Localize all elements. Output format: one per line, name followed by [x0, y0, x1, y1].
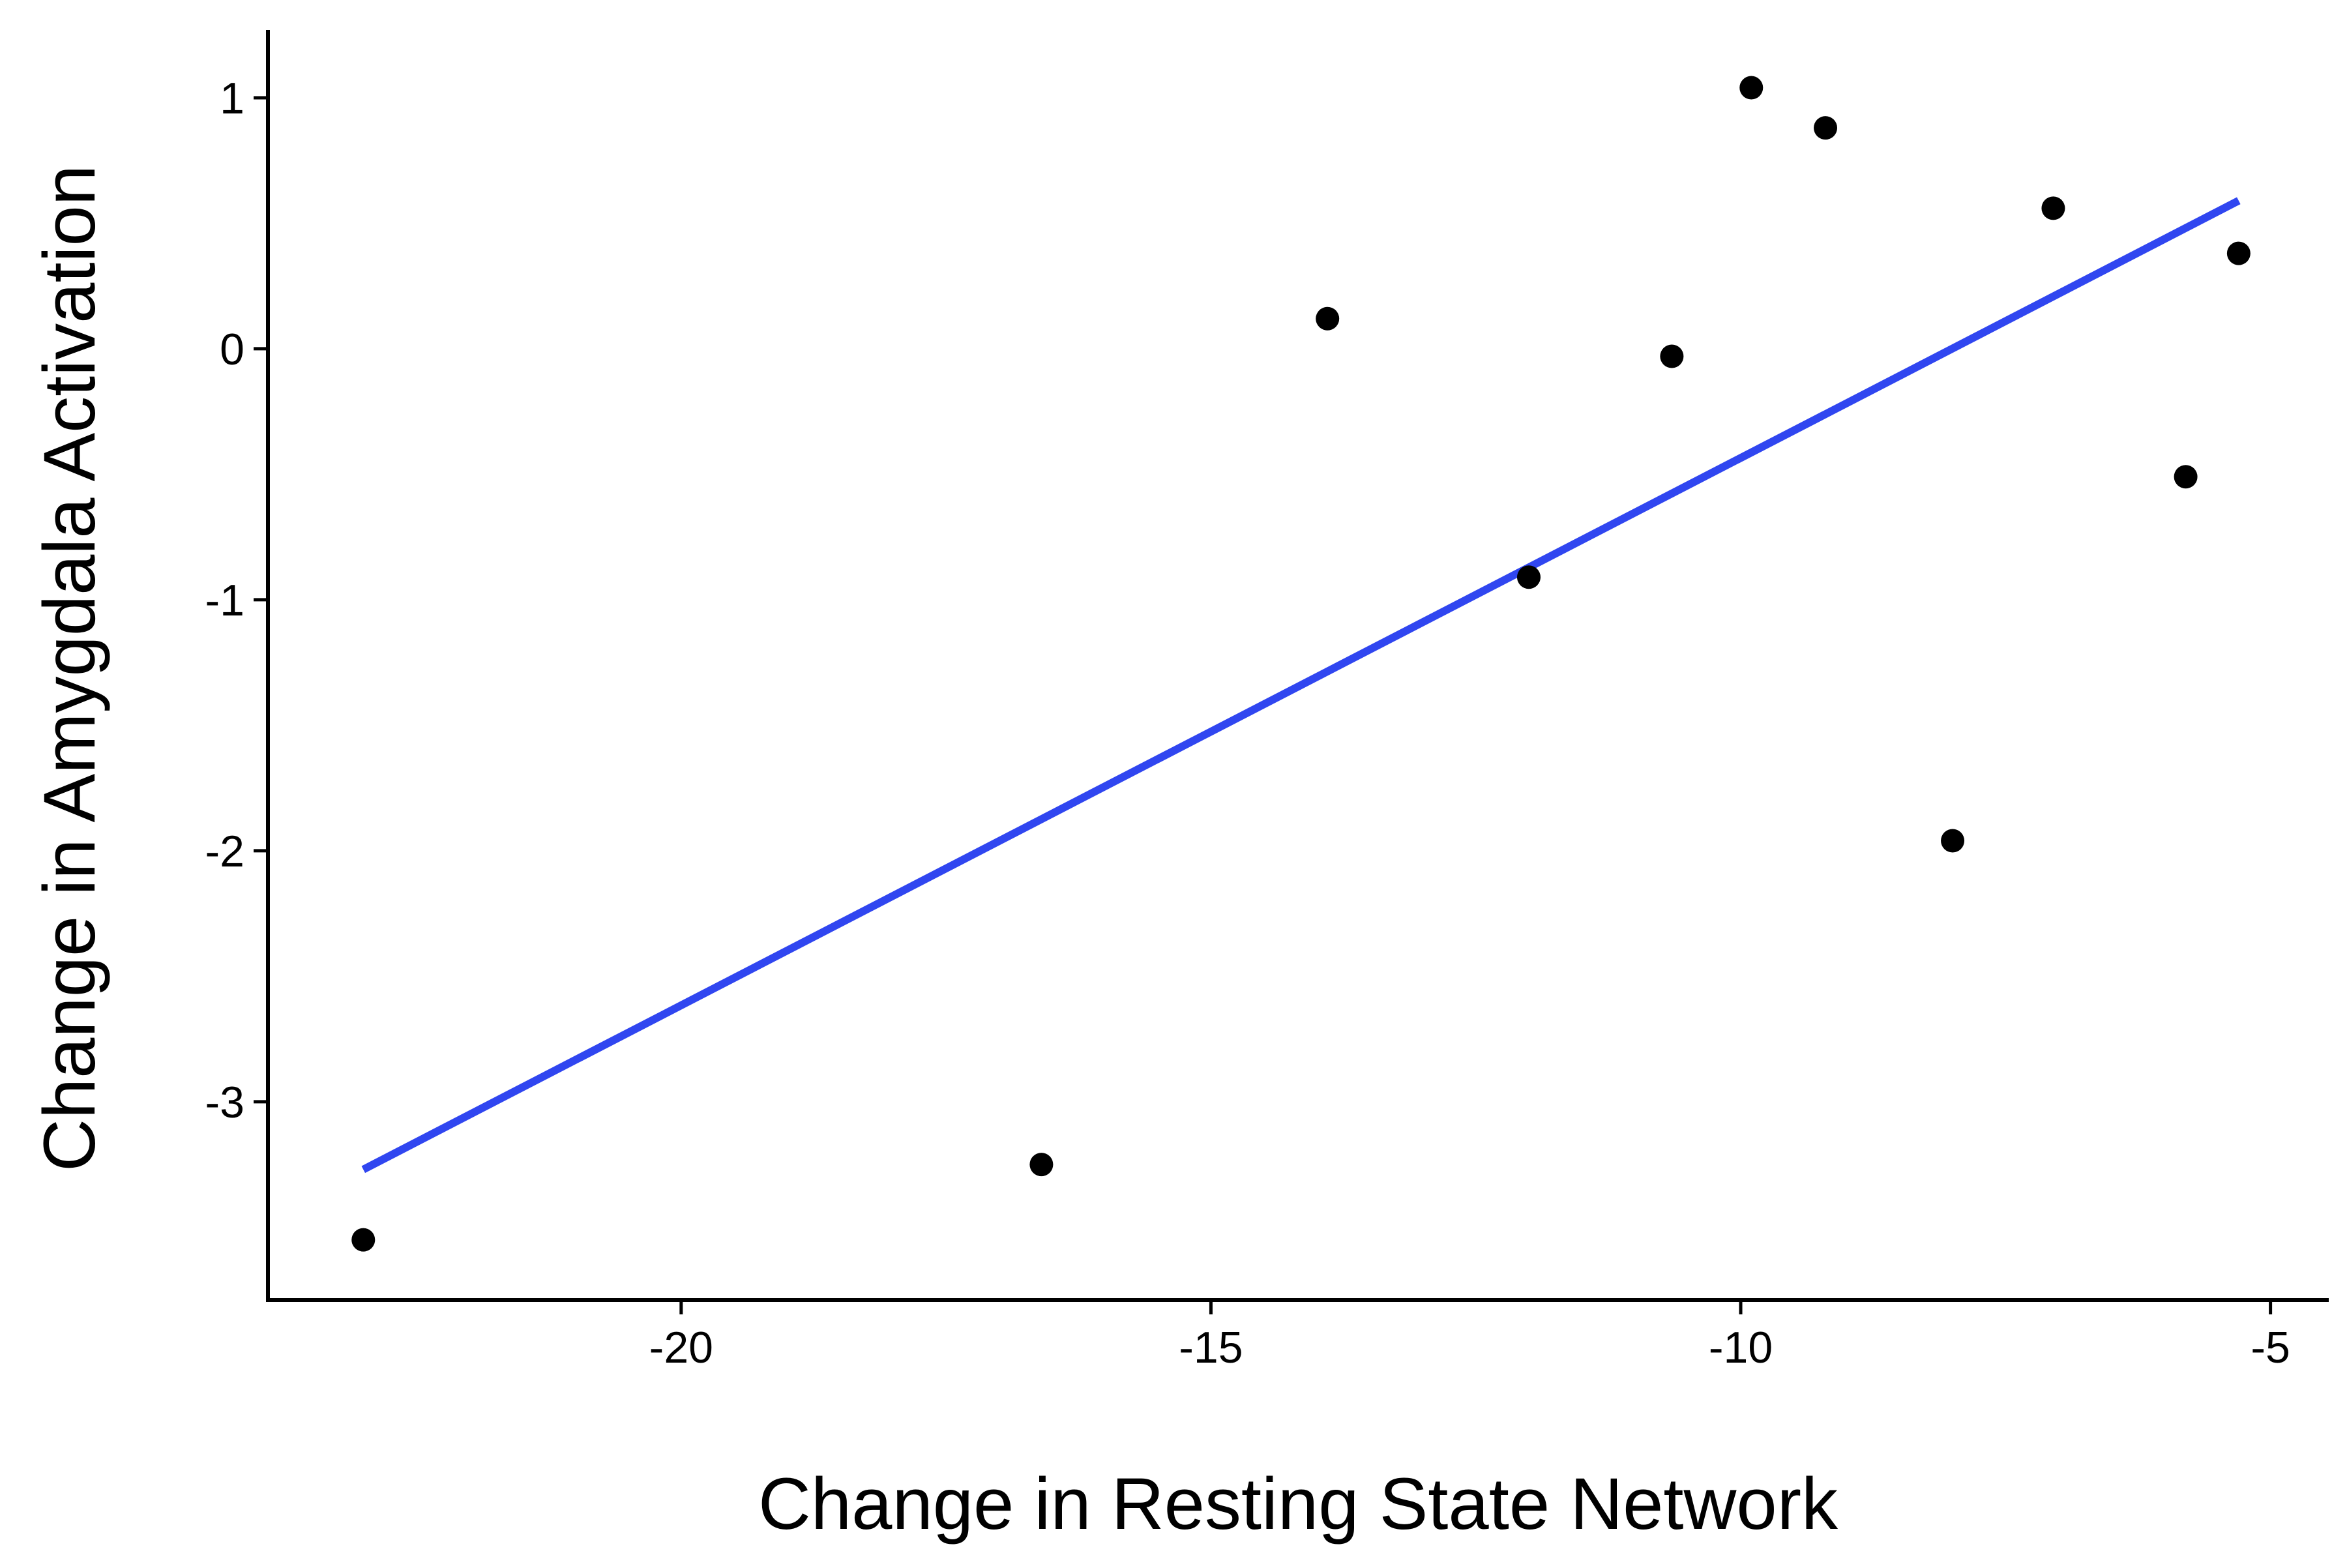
y-tick-label: -2: [205, 827, 244, 876]
y-tick-label: 0: [220, 325, 244, 374]
data-point: [1029, 1153, 1054, 1177]
data-point: [351, 1228, 376, 1252]
y-axis-title: Change in Amygdala Activation: [29, 165, 110, 1172]
points-layer: [351, 76, 2251, 1252]
data-point: [1739, 76, 1764, 100]
data-point: [2226, 241, 2251, 265]
axes-layer: [266, 30, 2329, 1302]
y-ticks-layer: -3 -2 -1 0 1: [205, 74, 268, 1127]
x-axis-title: Change in Resting State Network: [758, 1463, 1838, 1545]
data-point: [1814, 116, 1838, 140]
trend-line-layer: [361, 197, 2241, 1174]
y-tick-label: -1: [205, 576, 244, 625]
x-tick-label: -20: [649, 1323, 713, 1372]
x-tick-label: -5: [2251, 1323, 2290, 1372]
data-point: [2174, 465, 2198, 489]
y-tick-label: -3: [205, 1078, 244, 1127]
y-tick-label: 1: [220, 74, 244, 123]
x-ticks-layer: -20 -15 -10 -5: [649, 1300, 2290, 1372]
data-point: [1660, 344, 1684, 368]
data-point: [1316, 306, 1340, 331]
x-tick-label: -10: [1709, 1323, 1773, 1372]
data-point: [1516, 565, 1541, 589]
data-point: [2041, 196, 2065, 220]
x-tick-label: -15: [1179, 1323, 1243, 1372]
trend-line: [361, 197, 2241, 1174]
data-point: [1941, 829, 1965, 853]
